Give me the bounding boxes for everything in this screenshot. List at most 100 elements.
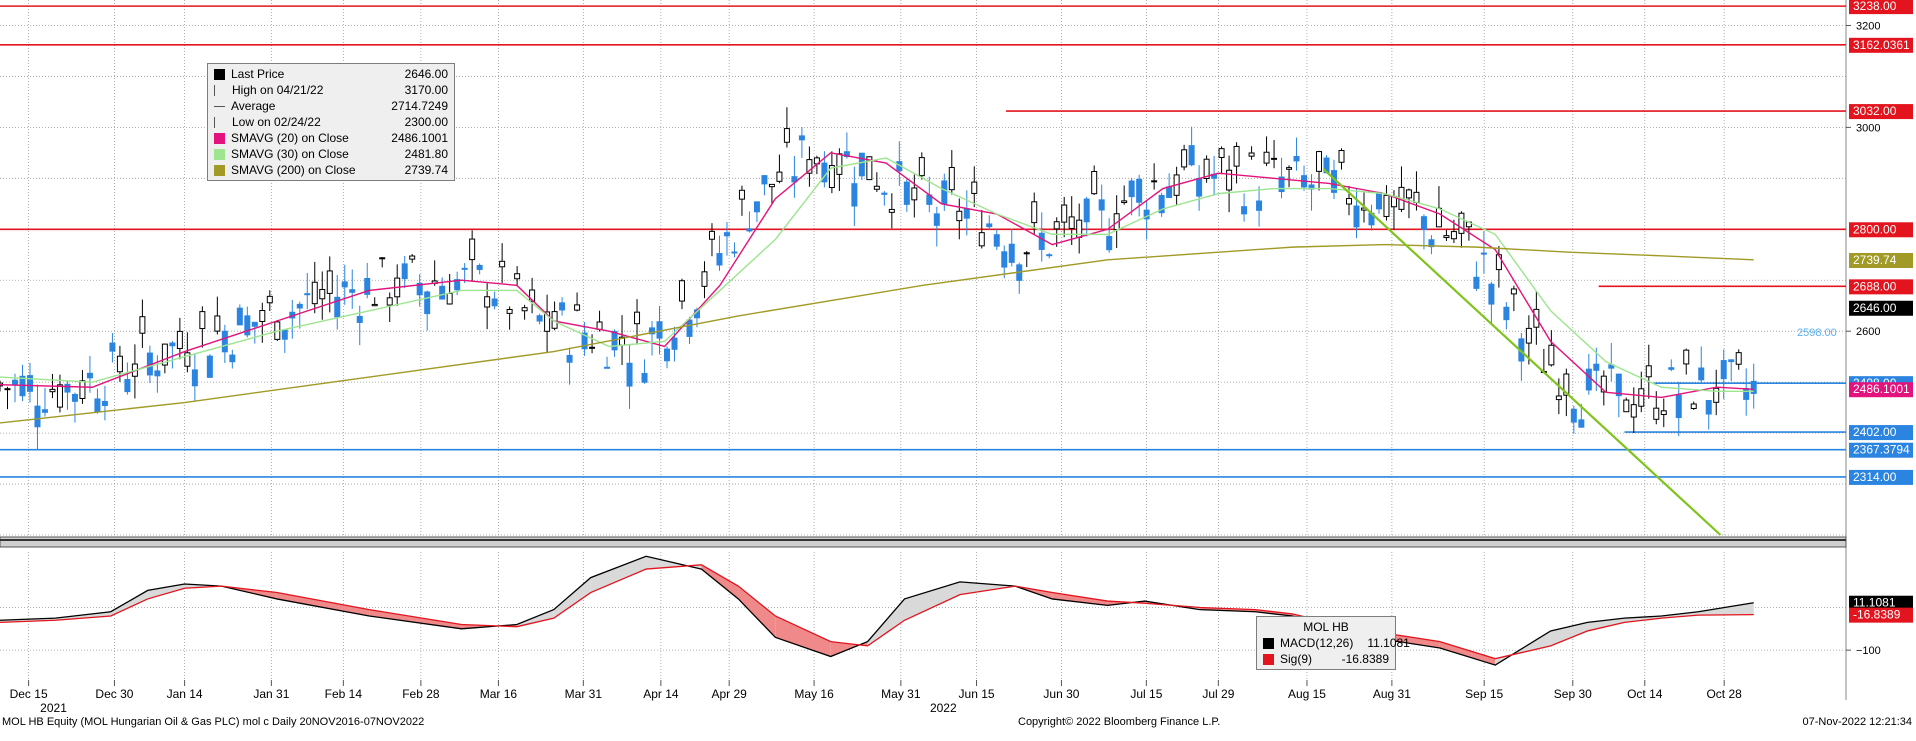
candle-body bbox=[364, 277, 371, 295]
candle-body bbox=[1735, 352, 1742, 365]
x-tick-label: Feb 28 bbox=[402, 687, 440, 701]
x-tick-label: Dec 15 bbox=[10, 687, 48, 701]
candle-body bbox=[184, 352, 191, 367]
candle-body bbox=[634, 311, 641, 325]
x-tick-label: Aug 31 bbox=[1373, 687, 1411, 701]
candle-body bbox=[56, 384, 63, 408]
price-tag-label: 2402.00 bbox=[1853, 425, 1897, 439]
candle-body bbox=[1428, 239, 1435, 248]
x-tick-label: Jul 15 bbox=[1130, 687, 1162, 701]
candle-body bbox=[454, 279, 461, 291]
candle-body bbox=[379, 257, 386, 260]
price-tag-label: 2314.00 bbox=[1853, 470, 1897, 484]
candle-body bbox=[476, 264, 483, 270]
candle-body bbox=[1593, 363, 1600, 371]
y-tick-label: 3200 bbox=[1856, 20, 1880, 32]
candle-body bbox=[986, 223, 993, 228]
candle-body bbox=[1106, 235, 1113, 251]
macd-tag-label: 11.1081 bbox=[1853, 596, 1896, 610]
candle-body bbox=[416, 282, 423, 296]
price-tag-label: 3162.0361 bbox=[1853, 38, 1910, 52]
candle-body bbox=[626, 362, 633, 387]
candle-body bbox=[1023, 252, 1030, 255]
candle-body bbox=[1031, 201, 1038, 224]
candle-body bbox=[1503, 306, 1510, 321]
candle-body bbox=[941, 180, 948, 205]
x-tick-label: Sep 15 bbox=[1465, 687, 1503, 701]
x-tick-label: May 16 bbox=[794, 687, 834, 701]
macd-tag-box bbox=[1849, 595, 1913, 611]
candle-body bbox=[761, 175, 768, 185]
price-tag-box bbox=[1849, 0, 1913, 15]
candle-body bbox=[836, 153, 843, 175]
candle-body bbox=[1203, 158, 1210, 180]
candle-body bbox=[1226, 169, 1233, 191]
candle-body bbox=[1008, 243, 1015, 263]
price-tag-box bbox=[1849, 469, 1913, 485]
candle-body bbox=[1233, 145, 1240, 167]
candle-body bbox=[1660, 410, 1667, 416]
candle-body bbox=[708, 230, 715, 240]
candle-body bbox=[656, 321, 663, 339]
candle-body bbox=[596, 321, 603, 330]
price-tag-box bbox=[1849, 104, 1913, 120]
candle-body bbox=[1713, 387, 1720, 403]
candle-body bbox=[169, 342, 176, 347]
candle-body bbox=[191, 369, 198, 387]
ma-line bbox=[0, 243, 1754, 424]
candle-body bbox=[1630, 404, 1637, 418]
footer-timestamp: 07-Nov-2022 12:21:34 bbox=[1802, 716, 1912, 728]
candle-body bbox=[1698, 367, 1705, 381]
candle-body bbox=[776, 171, 783, 182]
candle-body bbox=[1353, 205, 1360, 228]
candle-body bbox=[64, 383, 71, 393]
candle-body bbox=[716, 253, 723, 266]
legend-label: Average bbox=[231, 99, 276, 113]
macd-fill bbox=[775, 616, 831, 657]
macd-fill bbox=[701, 564, 739, 599]
candle-body bbox=[34, 405, 41, 428]
candle-body bbox=[1375, 191, 1382, 210]
candle-body bbox=[649, 327, 656, 335]
candle-body bbox=[1196, 177, 1203, 197]
candle-body bbox=[993, 234, 1000, 247]
candle-body bbox=[746, 228, 753, 232]
x-tick-label: Mar 16 bbox=[480, 687, 518, 701]
candle-body bbox=[1316, 151, 1323, 172]
candle-body bbox=[581, 332, 588, 350]
price-tag-label: 2688.00 bbox=[1853, 279, 1897, 293]
candle-body bbox=[304, 293, 311, 296]
candle-body bbox=[281, 329, 288, 340]
candle-body bbox=[791, 176, 798, 183]
x-year-label: 2021 bbox=[40, 701, 67, 715]
candle-body bbox=[311, 281, 318, 305]
price-tag-label: 2367.3794 bbox=[1853, 443, 1910, 457]
candle-body bbox=[701, 271, 708, 287]
candle-body bbox=[731, 251, 738, 254]
legend-label: High on 04/21/22 bbox=[232, 83, 324, 97]
candle-body bbox=[521, 307, 528, 312]
candle-body bbox=[1271, 157, 1278, 160]
candle-body bbox=[101, 400, 108, 406]
candle-body bbox=[738, 189, 745, 200]
candle-body bbox=[1121, 200, 1128, 204]
candle-body bbox=[11, 379, 18, 385]
candle-body bbox=[1488, 283, 1495, 305]
candle-body bbox=[341, 281, 348, 288]
candle-body bbox=[1053, 221, 1060, 230]
candle-body bbox=[154, 370, 161, 377]
macd-y-tick-label: −100 bbox=[1856, 645, 1881, 657]
candle-body bbox=[753, 201, 760, 213]
candle-body bbox=[1068, 216, 1075, 229]
candle-body bbox=[401, 263, 408, 280]
macd-fill bbox=[276, 592, 370, 616]
macd-fill bbox=[1439, 641, 1496, 666]
candle-body bbox=[79, 380, 86, 399]
candle-body bbox=[911, 187, 918, 201]
candle-body bbox=[461, 267, 468, 270]
candle-body bbox=[1683, 349, 1690, 365]
legend-swatch bbox=[214, 68, 225, 80]
candle-body bbox=[1263, 151, 1270, 164]
candle-body bbox=[1728, 359, 1735, 363]
